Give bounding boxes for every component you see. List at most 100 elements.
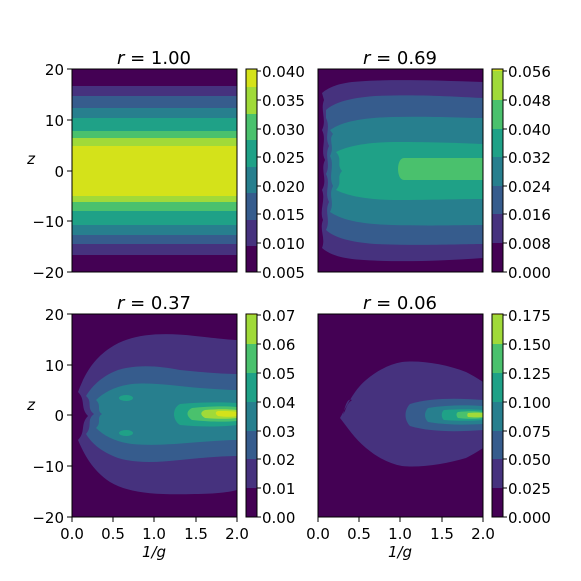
colorbar-tick-label: 0.024 bbox=[508, 178, 551, 196]
colorbar: 0.07 0.06 0.05 0.04 0.03 0.02 0.01 0.00 bbox=[245, 307, 295, 527]
x-tick-label: 1.0 bbox=[388, 525, 412, 543]
colorbar-segment bbox=[492, 315, 503, 344]
colorbar-segment bbox=[246, 114, 257, 140]
x-axis: 0.0 0.5 1.0 1.5 2.0 1/g bbox=[306, 517, 495, 561]
colorbar-segment bbox=[246, 344, 257, 373]
colorbar-tick-label: 0.06 bbox=[262, 336, 295, 354]
colorbar-segment bbox=[492, 459, 503, 488]
colorbar-tick-label: 0.000 bbox=[508, 264, 551, 282]
panel-r-1-00: r = 1.00 20 10 0 −10 −20 z bbox=[26, 48, 305, 282]
colorbar-tick-label: 0.056 bbox=[508, 63, 551, 81]
colorbar-tick-label: 0.005 bbox=[262, 264, 305, 282]
panel-title: r = 1.00 bbox=[117, 48, 191, 69]
colorbar-segment bbox=[246, 431, 257, 459]
panel-r-0-06: r = 0.06 0.0 0.5 1.0 1.5 2.0 1/g bbox=[306, 293, 551, 561]
colorbar-segment bbox=[492, 100, 503, 129]
colorbar-segment bbox=[246, 140, 257, 167]
x-tick-label: 0.5 bbox=[347, 525, 371, 543]
y-tick-label: −20 bbox=[32, 509, 64, 527]
colorbar: 0.040 0.035 0.030 0.025 0.020 0.015 0.01… bbox=[245, 63, 305, 282]
contour-plot-area bbox=[72, 314, 237, 517]
colorbar-tick-label: 0.010 bbox=[262, 235, 305, 253]
y-tick-label: 0 bbox=[54, 407, 64, 425]
colorbar-segment bbox=[492, 431, 503, 459]
colorbar-tick-label: 0.01 bbox=[262, 480, 295, 498]
colorbar-segment bbox=[246, 87, 257, 114]
colorbar-tick-label: 0.075 bbox=[508, 423, 551, 441]
colorbar-segment bbox=[492, 186, 503, 214]
colorbar-tick-label: 0.025 bbox=[508, 480, 551, 498]
colorbar-segment bbox=[492, 71, 503, 100]
y-tick-label: −10 bbox=[32, 213, 64, 231]
colorbar-segment bbox=[246, 220, 257, 246]
x-axis: 0.0 0.5 1.0 1.5 2.0 1/g bbox=[60, 517, 249, 561]
colorbar-segment bbox=[492, 69, 503, 71]
colorbar-segment bbox=[492, 129, 503, 157]
y-tick-label: 10 bbox=[45, 112, 64, 130]
colorbar-segment bbox=[246, 373, 257, 402]
colorbar-segment bbox=[246, 167, 257, 193]
contour-plot-area bbox=[318, 69, 483, 272]
colorbar-segment bbox=[492, 402, 503, 431]
contour-band bbox=[119, 395, 133, 401]
contour-band bbox=[398, 158, 483, 180]
axes-frame bbox=[317, 68, 484, 273]
colorbar: 0.056 0.048 0.040 0.032 0.024 0.016 0.00… bbox=[491, 63, 551, 282]
colorbar-tick-label: 0.100 bbox=[508, 394, 551, 412]
colorbar-tick-label: 0.008 bbox=[508, 235, 551, 253]
x-axis-label: 1/g bbox=[388, 543, 412, 561]
colorbar-tick-label: 0.048 bbox=[508, 92, 551, 110]
colorbar-tick-label: 0.025 bbox=[262, 149, 305, 167]
colorbar-tick-label: 0.040 bbox=[508, 121, 551, 139]
colorbar-tick-label: 0.015 bbox=[262, 206, 305, 224]
colorbar-segment bbox=[246, 315, 257, 344]
y-tick-label: 10 bbox=[45, 357, 64, 375]
colorbar-tick-label: 0.125 bbox=[508, 365, 551, 383]
panel-title: r = 0.69 bbox=[363, 48, 437, 69]
x-tick-label: 0.5 bbox=[101, 525, 125, 543]
y-tick-label: 0 bbox=[54, 163, 64, 181]
y-tick-label: −20 bbox=[32, 264, 64, 282]
x-tick-label: 2.0 bbox=[225, 525, 249, 543]
panel-title: r = 0.06 bbox=[363, 293, 437, 314]
colorbar: 0.175 0.150 0.125 0.100 0.075 0.050 0.02… bbox=[491, 307, 551, 527]
colorbar-segment bbox=[492, 214, 503, 243]
x-tick-label: 1.5 bbox=[184, 525, 208, 543]
colorbar-segment bbox=[492, 157, 503, 186]
colorbar-segment bbox=[246, 193, 257, 220]
colorbar-tick-label: 0.150 bbox=[508, 336, 551, 354]
colorbar-tick-label: 0.02 bbox=[262, 451, 295, 469]
y-axis-label: z bbox=[26, 396, 36, 414]
colorbar-segment bbox=[246, 246, 257, 272]
colorbar-tick-label: 0.05 bbox=[262, 365, 295, 383]
contour-band bbox=[119, 430, 133, 436]
x-tick-label: 0.0 bbox=[60, 525, 84, 543]
colorbar-segment bbox=[492, 243, 503, 272]
colorbar-segment bbox=[246, 488, 257, 517]
colorbar-tick-label: 0.032 bbox=[508, 149, 551, 167]
colorbar-tick-label: 0.04 bbox=[262, 394, 295, 412]
x-tick-label: 0.0 bbox=[306, 525, 330, 543]
contour-band bbox=[467, 412, 483, 418]
colorbar-tick-label: 0.07 bbox=[262, 307, 295, 325]
colorbar-tick-label: 0.016 bbox=[508, 206, 551, 224]
y-tick-label: 20 bbox=[45, 61, 64, 79]
contour-plot-area bbox=[72, 69, 237, 272]
x-tick-label: 2.0 bbox=[471, 525, 495, 543]
colorbar-segment bbox=[492, 344, 503, 373]
colorbar-tick-label: 0.040 bbox=[262, 63, 305, 81]
y-tick-label: 20 bbox=[45, 306, 64, 324]
x-axis-label: 1/g bbox=[142, 543, 166, 561]
y-axis: 20 10 0 −10 −20 z bbox=[26, 61, 72, 282]
colorbar-tick-label: 0.03 bbox=[262, 423, 295, 441]
colorbar-tick-label: 0.050 bbox=[508, 451, 551, 469]
panel-r-0-69: r = 0.69 0.05 bbox=[317, 48, 551, 282]
y-axis: 20 10 0 −10 −20 z bbox=[26, 306, 72, 527]
colorbar-tick-label: 0.030 bbox=[262, 121, 305, 139]
colorbar-segment bbox=[246, 69, 257, 87]
y-tick-label: −10 bbox=[32, 458, 64, 476]
x-tick-label: 1.0 bbox=[142, 525, 166, 543]
contour-band bbox=[215, 411, 237, 417]
y-axis-label: z bbox=[26, 150, 36, 168]
